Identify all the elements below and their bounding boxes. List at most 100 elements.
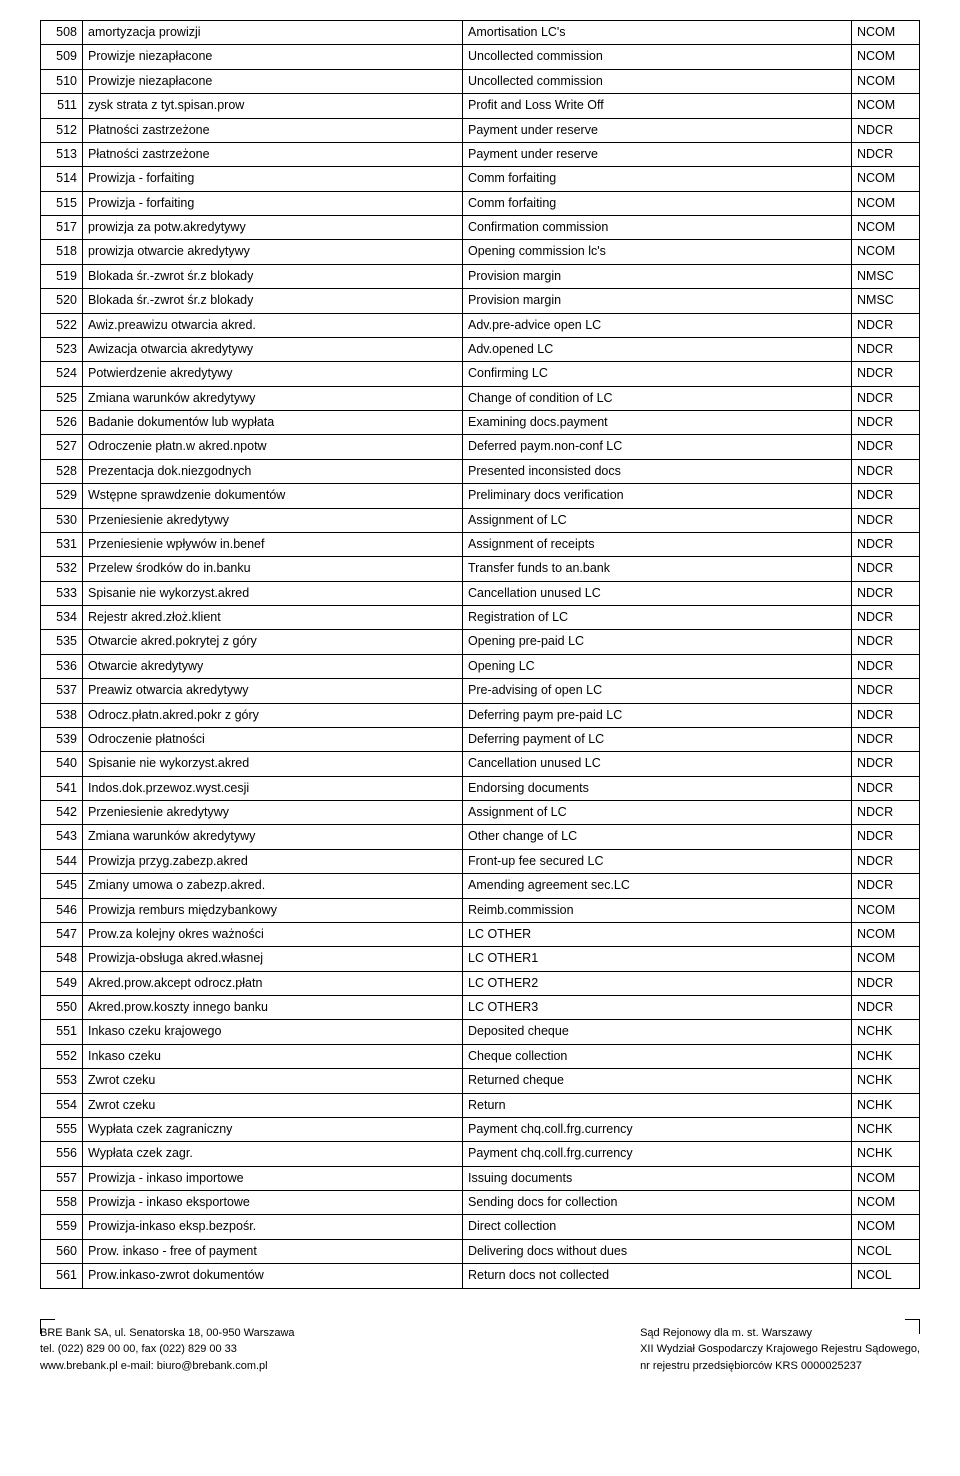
cell-polish: Spisanie nie wykorzyst.akred	[83, 752, 463, 776]
cell-number: 529	[41, 484, 83, 508]
cell-polish: prowizja za potw.akredytywy	[83, 216, 463, 240]
cell-polish: Prowizja - inkaso eksportowe	[83, 1191, 463, 1215]
cell-english: Registration of LC	[463, 606, 852, 630]
cell-polish: Przelew środków do in.banku	[83, 557, 463, 581]
cell-english: Delivering docs without dues	[463, 1239, 852, 1263]
table-row: 546Prowizja remburs międzybankowyReimb.c…	[41, 898, 920, 922]
cell-number: 512	[41, 118, 83, 142]
table-row: 545Zmiany umowa o zabezp.akred.Amending …	[41, 874, 920, 898]
cell-code: NCOL	[852, 1239, 920, 1263]
cell-english: Payment chq.coll.frg.currency	[463, 1142, 852, 1166]
table-row: 534Rejestr akred.złoż.klientRegistration…	[41, 606, 920, 630]
cell-number: 547	[41, 922, 83, 946]
cell-english: Presented inconsisted docs	[463, 459, 852, 483]
cell-number: 510	[41, 69, 83, 93]
table-row: 517prowizja za potw.akredytywyConfirmati…	[41, 216, 920, 240]
cell-code: NCOM	[852, 1166, 920, 1190]
cell-english: Provision margin	[463, 264, 852, 288]
cell-polish: Prow.za kolejny okres ważności	[83, 922, 463, 946]
cell-number: 539	[41, 727, 83, 751]
cell-code: NDCR	[852, 752, 920, 776]
cell-english: Opening pre-paid LC	[463, 630, 852, 654]
cell-code: NCOM	[852, 898, 920, 922]
cell-code: NCOM	[852, 216, 920, 240]
cell-code: NDCR	[852, 630, 920, 654]
table-row: 522Awiz.preawizu otwarcia akred.Adv.pre-…	[41, 313, 920, 337]
table-row: 544Prowizja przyg.zabezp.akredFront-up f…	[41, 849, 920, 873]
table-row: 538Odrocz.płatn.akred.pokr z góryDeferri…	[41, 703, 920, 727]
cell-code: NDCR	[852, 581, 920, 605]
cell-number: 509	[41, 45, 83, 69]
cell-polish: Prowizja - forfaiting	[83, 167, 463, 191]
cell-english: Cheque collection	[463, 1044, 852, 1068]
cell-code: NCOM	[852, 69, 920, 93]
cell-number: 515	[41, 191, 83, 215]
cell-number: 528	[41, 459, 83, 483]
table-row: 541Indos.dok.przewoz.wyst.cesjiEndorsing…	[41, 776, 920, 800]
cell-polish: Badanie dokumentów lub wypłata	[83, 411, 463, 435]
table-row: 554Zwrot czekuReturnNCHK	[41, 1093, 920, 1117]
cell-english: Cancellation unused LC	[463, 581, 852, 605]
cell-number: 550	[41, 996, 83, 1020]
table-row: 513Płatności zastrzeżonePayment under re…	[41, 142, 920, 166]
cell-polish: Zwrot czeku	[83, 1093, 463, 1117]
cell-code: NDCR	[852, 532, 920, 556]
table-row: 533Spisanie nie wykorzyst.akredCancellat…	[41, 581, 920, 605]
table-row: 549Akred.prow.akcept odrocz.płatnLC OTHE…	[41, 971, 920, 995]
cell-code: NCOM	[852, 240, 920, 264]
cell-code: NDCR	[852, 313, 920, 337]
cell-number: 556	[41, 1142, 83, 1166]
cell-polish: Potwierdzenie akredytywy	[83, 362, 463, 386]
cell-polish: Płatności zastrzeżone	[83, 118, 463, 142]
cell-english: LC OTHER2	[463, 971, 852, 995]
cell-number: 542	[41, 801, 83, 825]
cell-number: 508	[41, 21, 83, 45]
cell-number: 560	[41, 1239, 83, 1263]
cell-number: 526	[41, 411, 83, 435]
table-row: 559Prowizja-inkaso eksp.bezpośr.Direct c…	[41, 1215, 920, 1239]
table-row: 508amortyzacja prowizjiAmortisation LC's…	[41, 21, 920, 45]
cell-english: Endorsing documents	[463, 776, 852, 800]
table-row: 540Spisanie nie wykorzyst.akredCancellat…	[41, 752, 920, 776]
cell-code: NCOM	[852, 1215, 920, 1239]
cell-code: NDCR	[852, 849, 920, 873]
footer-krs: nr rejestru przedsiębiorców KRS 00000252…	[640, 1358, 920, 1375]
cell-code: NDCR	[852, 801, 920, 825]
cell-code: NDCR	[852, 386, 920, 410]
cell-polish: Akred.prow.koszty innego banku	[83, 996, 463, 1020]
table-row: 520Blokada śr.-zwrot śr.z blokadyProvisi…	[41, 289, 920, 313]
cell-polish: Prowizja przyg.zabezp.akred	[83, 849, 463, 873]
cell-english: Pre-advising of open LC	[463, 679, 852, 703]
data-table: 508amortyzacja prowizjiAmortisation LC's…	[40, 20, 920, 1289]
cell-number: 525	[41, 386, 83, 410]
table-row: 518prowizja otwarcie akredytywyOpening c…	[41, 240, 920, 264]
cell-code: NDCR	[852, 703, 920, 727]
cell-number: 531	[41, 532, 83, 556]
cell-polish: Preawiz otwarcia akredytywy	[83, 679, 463, 703]
cell-code: NDCR	[852, 508, 920, 532]
cell-english: Amending agreement sec.LC	[463, 874, 852, 898]
cell-code: NCOM	[852, 167, 920, 191]
cell-polish: Zmiana warunków akredytywy	[83, 825, 463, 849]
footer-court: Sąd Rejonowy dla m. st. Warszawy	[640, 1325, 920, 1342]
cell-number: 543	[41, 825, 83, 849]
cell-english: Adv.opened LC	[463, 337, 852, 361]
table-row: 542Przeniesienie akredytywyAssignment of…	[41, 801, 920, 825]
cell-polish: amortyzacja prowizji	[83, 21, 463, 45]
cell-english: Opening LC	[463, 654, 852, 678]
cell-english: Uncollected commission	[463, 45, 852, 69]
cell-english: Deferring payment of LC	[463, 727, 852, 751]
cell-number: 514	[41, 167, 83, 191]
cell-code: NDCR	[852, 874, 920, 898]
table-row: 561Prow.inkaso-zwrot dokumentówReturn do…	[41, 1264, 920, 1288]
cell-polish: Otwarcie akred.pokrytej z góry	[83, 630, 463, 654]
cell-number: 535	[41, 630, 83, 654]
cell-number: 532	[41, 557, 83, 581]
cell-number: 552	[41, 1044, 83, 1068]
cell-polish: Prow. inkaso - free of payment	[83, 1239, 463, 1263]
cell-english: Confirmation commission	[463, 216, 852, 240]
cell-number: 518	[41, 240, 83, 264]
cell-code: NDCR	[852, 557, 920, 581]
table-row: 511zysk strata z tyt.spisan.prowProfit a…	[41, 94, 920, 118]
cell-polish: Otwarcie akredytywy	[83, 654, 463, 678]
